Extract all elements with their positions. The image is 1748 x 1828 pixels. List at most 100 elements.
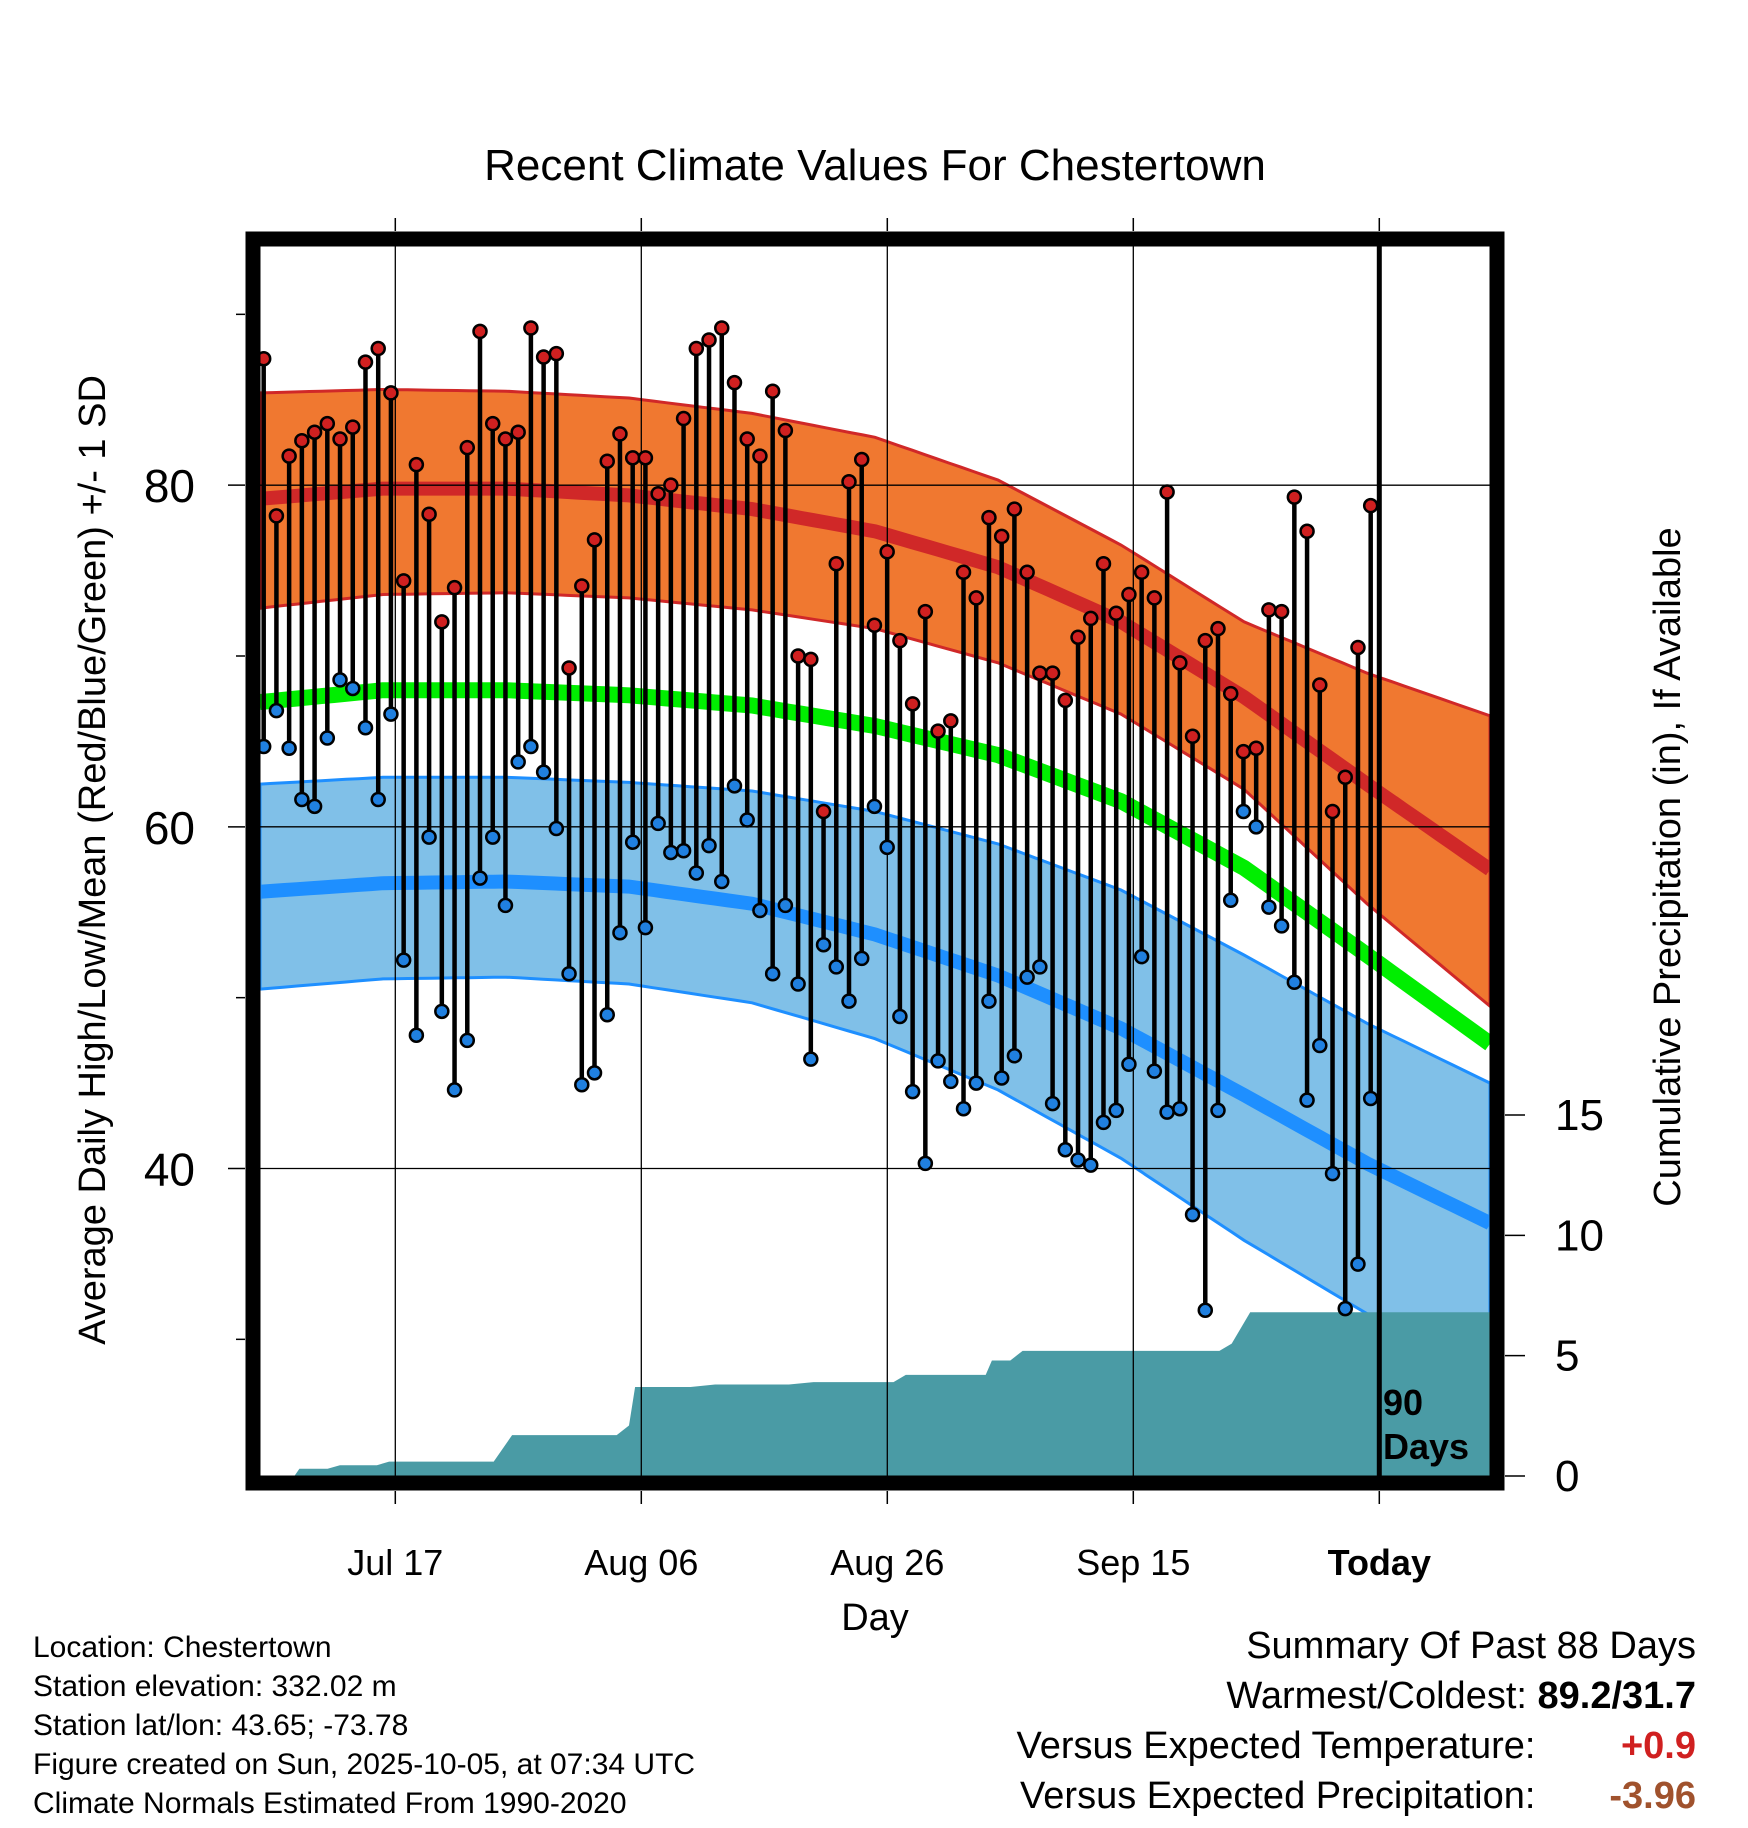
daily-high-point — [599, 453, 615, 469]
daily-high-point — [319, 415, 336, 432]
daily-high-point — [497, 431, 514, 447]
daily-low-point — [1324, 1165, 1341, 1182]
daily-low-point — [383, 706, 399, 722]
daily-high-point — [383, 385, 399, 401]
daily-low-point — [1286, 974, 1303, 991]
daily-low-point — [1312, 1037, 1328, 1054]
daily-low-point — [294, 791, 310, 808]
daily-low-point — [803, 1051, 819, 1067]
daily-high-point — [523, 320, 539, 336]
daily-high-point — [1121, 586, 1137, 603]
daily-high-point — [1172, 655, 1188, 671]
daily-high-point — [675, 410, 692, 427]
x-axis-label: Day — [841, 1597, 909, 1639]
daily-high-point — [1108, 605, 1124, 622]
daily-low-point — [688, 865, 705, 881]
daily-low-point — [726, 778, 743, 794]
normal-high-line — [260, 481, 1490, 876]
daily-low-point — [930, 1053, 946, 1069]
daily-low-point — [408, 1027, 425, 1043]
daily-high-point — [663, 477, 679, 493]
daily-low-point — [764, 966, 781, 982]
daily-low-point — [752, 902, 768, 919]
precip-label: Versus Expected Precipitation: — [1020, 1775, 1536, 1817]
daily-low-point — [853, 950, 870, 967]
daily-high-point — [1083, 610, 1099, 627]
daily-low-point — [1362, 1090, 1379, 1107]
daily-high-point — [548, 345, 565, 362]
daily-low-point — [1197, 1302, 1214, 1319]
daily-low-point — [701, 837, 717, 854]
daily-low-point — [1006, 1048, 1023, 1064]
summary-warmest-row: Warmest/Coldest: 89.2/31.7 — [1017, 1671, 1696, 1721]
daily-low-point — [879, 839, 895, 856]
daily-high-point — [637, 450, 654, 466]
today-annotation-line1: 90 — [1383, 1382, 1423, 1423]
daily-low-point — [1337, 1300, 1353, 1317]
daily-low-point — [993, 1070, 1010, 1086]
x-tick-label: Aug 26 — [830, 1542, 944, 1583]
daily-high-point — [739, 431, 755, 447]
daily-high-point — [1095, 556, 1112, 572]
daily-high-point — [1222, 685, 1239, 702]
daily-low-point — [599, 1007, 615, 1023]
daily-low-point — [815, 936, 832, 953]
daily-low-point — [434, 1003, 450, 1020]
daily-low-point — [675, 843, 692, 859]
daily-low-point — [1057, 1141, 1074, 1158]
daily-low-point — [357, 720, 374, 736]
high-sd-band — [260, 387, 1490, 1009]
daily-low-point — [1350, 1256, 1366, 1272]
daily-high-point — [904, 696, 921, 712]
daily-low-point — [1210, 1102, 1226, 1119]
daily-high-point — [357, 354, 374, 370]
daily-low-point — [510, 754, 526, 770]
daily-low-point — [1133, 948, 1150, 965]
daily-high-point — [790, 648, 806, 664]
summary-panel: Summary Of Past 88 Days Warmest/Coldest:… — [1017, 1621, 1696, 1821]
x-tick-label: Jul 17 — [347, 1542, 443, 1583]
daily-high-point — [1286, 489, 1303, 505]
daily-low-point — [523, 738, 539, 755]
daily-low-point — [714, 873, 730, 890]
daily-low-point — [281, 740, 297, 756]
daily-low-point — [917, 1155, 934, 1172]
daily-high-point — [726, 374, 743, 391]
daily-low-point — [1222, 892, 1239, 909]
daily-high-point — [943, 713, 959, 729]
daily-low-point — [828, 959, 845, 975]
daily-low-point — [981, 993, 997, 1009]
daily-high-point — [714, 320, 730, 336]
daily-high-point — [306, 424, 323, 440]
daily-high-point — [1006, 501, 1023, 517]
y-left-tick-label: 60 — [144, 802, 195, 854]
daily-low-point — [1184, 1206, 1201, 1223]
daily-low-point — [892, 1008, 908, 1025]
daily-low-point — [268, 702, 285, 719]
daily-low-point — [319, 730, 336, 746]
daily-high-point — [459, 439, 476, 456]
daily-high-point — [1146, 590, 1163, 606]
x-tick-label: Today — [1328, 1542, 1431, 1583]
daily-low-point — [535, 764, 552, 780]
daily-low-point — [1121, 1056, 1137, 1073]
daily-high-point — [434, 614, 450, 630]
daily-low-point — [1261, 899, 1277, 915]
daily-high-point — [586, 532, 603, 548]
daily-low-point — [1070, 1152, 1086, 1168]
daily-low-point — [1248, 819, 1264, 835]
daily-high-point — [421, 506, 437, 522]
daily-high-point — [395, 573, 412, 589]
daily-high-point — [1197, 632, 1214, 649]
elevation-text: Station elevation: 332.02 m — [33, 1670, 397, 1703]
warmest-label: Warmest/Coldest: — [1226, 1675, 1527, 1717]
daily-high-point — [281, 448, 297, 464]
daily-low-point — [1172, 1100, 1188, 1117]
normal-low-line — [260, 874, 1490, 1230]
daily-low-point — [841, 993, 857, 1009]
daily-low-point — [332, 672, 348, 688]
daily-low-point — [561, 966, 577, 982]
daily-high-point — [701, 332, 717, 348]
warmest-value: 89.2/31.7 — [1537, 1675, 1696, 1717]
